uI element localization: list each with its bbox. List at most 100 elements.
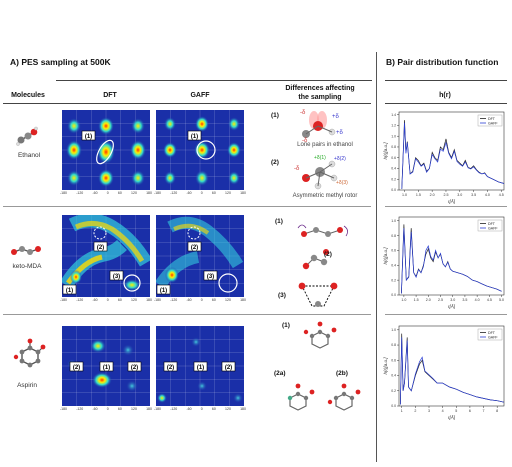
- tick: -180: [60, 298, 68, 302]
- x-tick-label: 1.0: [402, 193, 407, 197]
- lone-pairs-icon: -δ +δ -δ +δ: [300, 110, 344, 142]
- y-tick-label: 0.8: [391, 343, 396, 347]
- x-tick-label: 1.5: [416, 193, 421, 197]
- panel-b-title: B) Pair distribution function: [386, 57, 499, 67]
- diff-ethanol-2-text: Asymmetric methyl rotor: [292, 193, 358, 199]
- molecule-label-ethanol: Ethanol: [17, 152, 41, 159]
- hr-chart-aspirin: 1 2 3 4 5 6 7 8 0.0 0.2 0.4 0.6 0.8 1.0 r[Å] h(r)[a.u.]…: [383, 325, 505, 420]
- y-tick-label: 0.6: [391, 249, 396, 253]
- y-tick-label: 0.2: [391, 389, 396, 393]
- series-line-gaff: [401, 122, 505, 189]
- y-tick-label: 0.0: [391, 188, 396, 192]
- y-tick-label: 0.6: [391, 156, 396, 160]
- molecule-label-keto-mda: keto-MDA: [12, 263, 42, 270]
- panel-a-title: A) PES sampling at 500K: [10, 57, 111, 67]
- charge-minus-2: -δ: [302, 138, 308, 142]
- heatmap-keto-mda-dft: (2) (3) (1): [60, 213, 153, 297]
- col-molecules: Molecules: [11, 92, 45, 99]
- header-rule-top-b: [385, 80, 507, 81]
- aspirin-dft-region-2b: (2): [131, 365, 138, 371]
- y-tick-label: 1.0: [391, 328, 396, 332]
- tick: 120: [131, 298, 137, 302]
- x-axis-label: r[Å]: [448, 303, 456, 309]
- y-tick-label: 1.0: [391, 219, 396, 223]
- y-tick-label: 0.8: [391, 234, 396, 238]
- y-tick-label: 0.0: [391, 404, 396, 408]
- legend-box: [477, 219, 503, 232]
- diff-ethanol-2-num: (2): [271, 159, 279, 166]
- tick: 180: [240, 191, 246, 195]
- x-tick-label: 3.0: [457, 193, 462, 197]
- x-tick-label: 3: [428, 409, 430, 413]
- x-tick-label: 4.5: [499, 193, 504, 197]
- keto-ring-icon: [298, 282, 338, 307]
- diff-aspirin-1-num: (1): [282, 322, 290, 329]
- tick: -180: [60, 191, 68, 195]
- panel-divider: [376, 52, 377, 462]
- aspirin-dft-region-1: (1): [103, 365, 110, 371]
- x-tick-label: 4.5: [487, 298, 492, 302]
- ticks-ethanol-gaff: -180 -120 -60 0 60 120 180: [154, 191, 246, 195]
- y-tick-label: 0.4: [391, 263, 396, 267]
- col-h: h(r): [439, 92, 451, 99]
- tick: 0: [106, 191, 109, 195]
- charge-plus-d2: +δ(2): [334, 156, 346, 162]
- x-tick-label: 4: [442, 409, 444, 413]
- x-tick-label: 2: [414, 409, 416, 413]
- tick: -120: [170, 298, 178, 302]
- tick: 60: [117, 298, 122, 302]
- tick: -180: [154, 191, 162, 195]
- y-tick-label: 0.4: [391, 167, 396, 171]
- keto-mda-dft-region-3: (3): [113, 274, 120, 280]
- charge-plus-1: +δ: [332, 114, 340, 120]
- charge-plus-d1: +δ(1): [314, 155, 326, 161]
- tick: 60: [211, 407, 216, 411]
- x-tick-label: 5.0: [499, 298, 504, 302]
- x-tick-label: 4.0: [485, 193, 490, 197]
- tick: 120: [131, 191, 137, 195]
- molecule-label-aspirin: Aspirin: [17, 382, 37, 389]
- series-line-dft: [401, 224, 502, 294]
- legend-box: [477, 328, 503, 341]
- col-diff-line2: the sampling: [298, 94, 342, 101]
- tick: -60: [186, 298, 192, 302]
- keto-mda-dft-region-2: (2): [97, 245, 104, 251]
- tick: -60: [186, 191, 192, 195]
- x-tick-label: 8: [496, 409, 498, 413]
- ticks-keto-dft: -180 -120 -60 0 60 120 180: [60, 298, 152, 302]
- diff-ethanol-1-text: Lone pairs in ethanol: [297, 142, 353, 148]
- tick: 120: [225, 407, 231, 411]
- aspirin-gaff-region-1: (1): [197, 365, 204, 371]
- col-dft: DFT: [103, 92, 117, 99]
- y-tick-label: 1.2: [391, 124, 396, 128]
- tick: -60: [92, 191, 98, 195]
- row-sep-1: [3, 206, 371, 207]
- y-tick-label: 0.4: [391, 374, 396, 378]
- tick: 120: [225, 191, 231, 195]
- aspirin-dft-region-2a: (2): [73, 365, 80, 371]
- tick: 0: [200, 191, 203, 195]
- ticks-aspirin-gaff: -180 -120 -60 0 60 120 180: [154, 407, 246, 411]
- keto-mda-gaff-region-3: (3): [207, 274, 214, 280]
- tick: 0: [106, 407, 109, 411]
- y-tick-label: 0.6: [391, 358, 396, 362]
- charge-minus-3: -δ: [294, 166, 300, 172]
- x-tick-label: 2.0: [426, 298, 431, 302]
- series-line-gaff: [401, 228, 502, 294]
- tick: 60: [211, 298, 216, 302]
- y-tick-label: 0.2: [391, 177, 396, 181]
- legend-label: GAFF: [488, 335, 498, 339]
- plot-frame: [398, 111, 505, 191]
- heatmap-aspirin-gaff-plot: (2) (1) (2): [156, 326, 244, 406]
- x-tick-label: 2.5: [438, 298, 443, 302]
- x-tick-label: 5: [455, 409, 457, 413]
- col-diff-line1: Differences affecting: [285, 85, 355, 92]
- heatmap-aspirin-gaff: (2) (1) (2): [156, 326, 244, 406]
- col-differences: Differences affecting the sampling: [270, 84, 370, 102]
- heatmap-keto-mda-gaff-plot: (2) (3) (1): [155, 215, 244, 297]
- x-tick-label: 2.5: [443, 193, 448, 197]
- legend-label: DFT: [488, 222, 496, 226]
- keto-rotation-icon: [297, 224, 348, 237]
- heatmap-ethanol-gaff-plot: (1): [156, 110, 244, 190]
- x-tick-label: 1.0: [401, 298, 406, 302]
